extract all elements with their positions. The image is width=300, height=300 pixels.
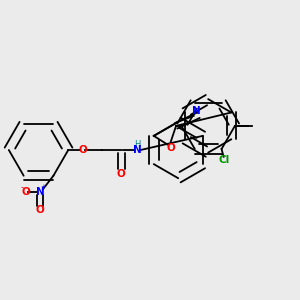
Text: O: O bbox=[36, 205, 44, 215]
Text: N: N bbox=[133, 145, 142, 155]
Text: N: N bbox=[36, 187, 44, 197]
Text: N: N bbox=[192, 106, 200, 116]
Text: -: - bbox=[21, 183, 24, 192]
Text: O: O bbox=[78, 145, 87, 155]
Text: O: O bbox=[117, 169, 125, 179]
Text: O: O bbox=[21, 187, 30, 197]
Text: H: H bbox=[134, 140, 141, 149]
Text: Cl: Cl bbox=[219, 155, 230, 165]
Text: O: O bbox=[166, 143, 175, 153]
Text: +: + bbox=[41, 184, 46, 190]
